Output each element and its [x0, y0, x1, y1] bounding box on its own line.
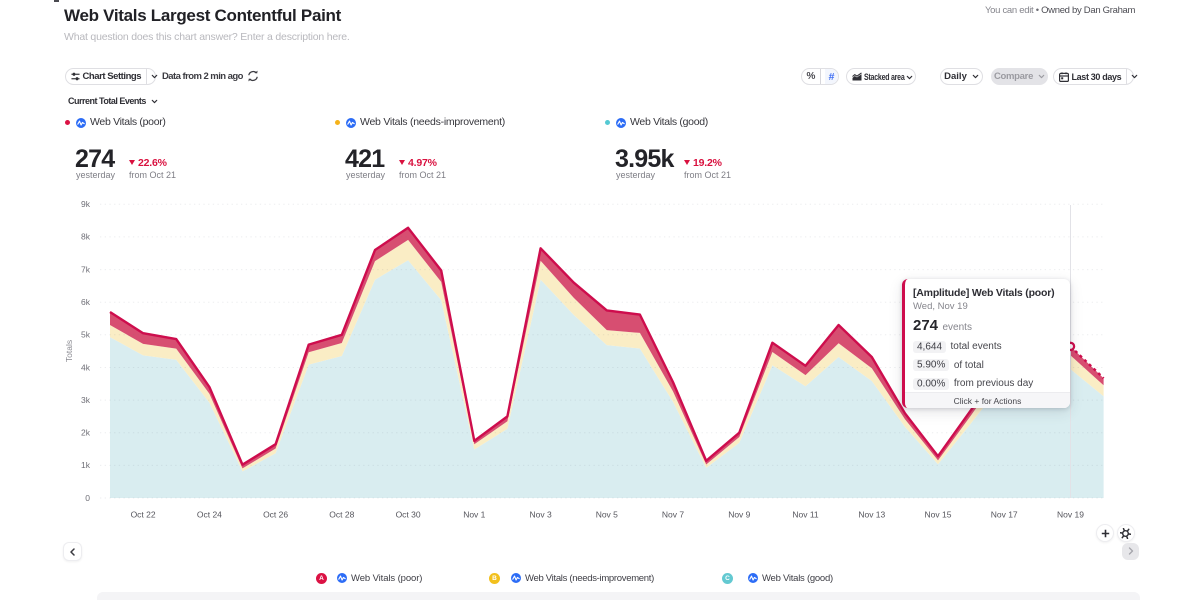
svg-text:Oct 24: Oct 24: [197, 510, 222, 520]
svg-text:Nov 15: Nov 15: [925, 510, 952, 520]
svg-text:9k: 9k: [81, 199, 91, 209]
svg-text:3k: 3k: [81, 395, 91, 405]
svg-text:0: 0: [85, 493, 90, 503]
svg-text:Oct 26: Oct 26: [263, 510, 288, 520]
svg-text:Nov 7: Nov 7: [662, 510, 684, 520]
svg-text:Nov 3: Nov 3: [529, 510, 551, 520]
svg-text:6k: 6k: [81, 297, 91, 307]
svg-text:4k: 4k: [81, 362, 91, 372]
svg-text:1k: 1k: [81, 460, 91, 470]
svg-text:Nov 19: Nov 19: [1057, 510, 1084, 520]
svg-text:8k: 8k: [81, 232, 91, 242]
svg-text:Nov 13: Nov 13: [858, 510, 885, 520]
svg-text:Nov 5: Nov 5: [596, 510, 618, 520]
svg-text:Oct 30: Oct 30: [396, 510, 421, 520]
svg-text:5k: 5k: [81, 330, 91, 340]
svg-text:2k: 2k: [81, 428, 91, 438]
svg-text:Nov 11: Nov 11: [792, 510, 819, 520]
svg-text:Totals: Totals: [64, 340, 74, 362]
svg-text:Oct 28: Oct 28: [329, 510, 354, 520]
svg-text:Oct 22: Oct 22: [131, 510, 156, 520]
svg-text:Nov 17: Nov 17: [991, 510, 1018, 520]
svg-text:7k: 7k: [81, 264, 91, 274]
svg-text:Nov 1: Nov 1: [463, 510, 485, 520]
svg-text:Nov 9: Nov 9: [728, 510, 750, 520]
